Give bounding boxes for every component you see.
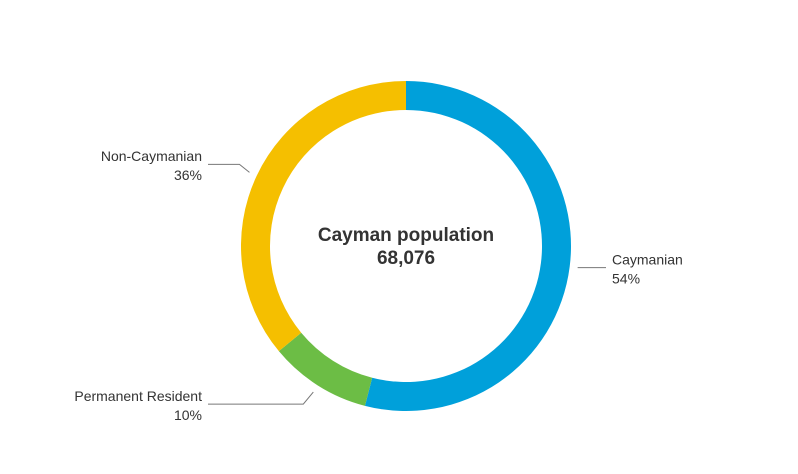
donut-slice [278, 332, 373, 406]
leader-line [208, 163, 250, 173]
slice-label: Non-Caymanian [101, 148, 202, 164]
slice-value-label: 10% [174, 407, 202, 423]
donut-slice [364, 81, 571, 411]
slice-value-label: 36% [174, 167, 202, 183]
slice-label: Permanent Resident [74, 388, 202, 404]
slice-value-label: 54% [612, 270, 640, 286]
center-title: Cayman population [318, 225, 494, 246]
slice-label: Caymanian [612, 251, 683, 267]
center-total: 68,076 [377, 248, 435, 269]
donut-slice [240, 81, 406, 352]
leader-line [208, 391, 314, 405]
